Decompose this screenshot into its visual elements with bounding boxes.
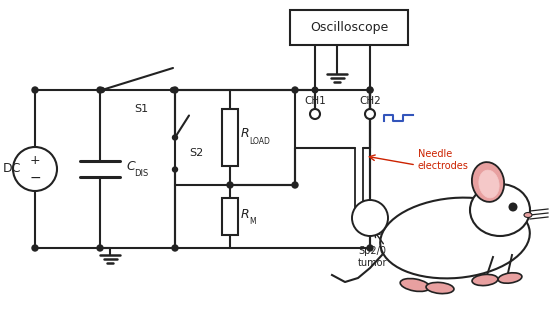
Circle shape xyxy=(352,200,388,236)
Ellipse shape xyxy=(380,198,530,278)
Circle shape xyxy=(97,245,103,251)
Circle shape xyxy=(13,147,57,191)
Text: S1: S1 xyxy=(134,104,148,114)
Circle shape xyxy=(97,87,103,93)
Circle shape xyxy=(509,203,518,211)
Ellipse shape xyxy=(498,273,522,283)
Text: DIS: DIS xyxy=(134,168,148,178)
Circle shape xyxy=(170,88,175,93)
Circle shape xyxy=(367,87,373,93)
Text: R: R xyxy=(241,208,250,221)
Ellipse shape xyxy=(524,212,532,217)
Ellipse shape xyxy=(426,283,454,294)
Circle shape xyxy=(32,87,38,93)
Ellipse shape xyxy=(400,278,430,291)
Text: M: M xyxy=(249,217,256,226)
Ellipse shape xyxy=(472,274,498,286)
Text: +: + xyxy=(30,155,40,167)
Circle shape xyxy=(100,88,104,93)
Circle shape xyxy=(310,109,320,119)
Circle shape xyxy=(365,109,375,119)
Text: Sp2/0
tumor: Sp2/0 tumor xyxy=(358,246,388,268)
Circle shape xyxy=(173,167,178,172)
Text: DC: DC xyxy=(3,162,21,175)
Bar xyxy=(290,10,408,45)
Text: −: − xyxy=(29,171,41,185)
Circle shape xyxy=(292,87,298,93)
Circle shape xyxy=(292,182,298,188)
Bar xyxy=(222,109,238,166)
Circle shape xyxy=(172,245,178,251)
Text: Oscilloscope: Oscilloscope xyxy=(310,21,388,34)
Circle shape xyxy=(312,87,318,93)
Text: S2: S2 xyxy=(189,149,204,159)
Text: CH2: CH2 xyxy=(359,96,381,106)
Circle shape xyxy=(32,245,38,251)
Text: CH1: CH1 xyxy=(304,96,326,106)
Circle shape xyxy=(172,87,178,93)
Text: R: R xyxy=(241,127,250,140)
Circle shape xyxy=(367,245,373,251)
Circle shape xyxy=(227,182,233,188)
Text: C: C xyxy=(126,160,135,173)
Bar xyxy=(222,198,238,235)
Text: Needle
electrodes: Needle electrodes xyxy=(418,149,469,171)
Ellipse shape xyxy=(472,162,504,202)
Circle shape xyxy=(367,87,373,93)
Ellipse shape xyxy=(479,170,499,198)
Circle shape xyxy=(173,135,178,140)
Ellipse shape xyxy=(470,184,530,236)
Text: LOAD: LOAD xyxy=(249,137,270,146)
